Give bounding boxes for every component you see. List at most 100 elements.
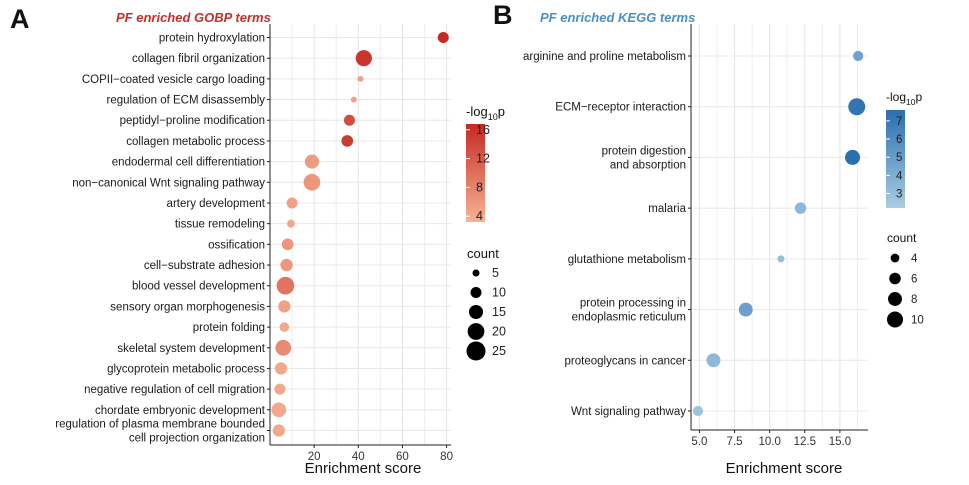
panel-a-size-legend-dot: [468, 304, 484, 320]
panel-b-x-tick-label: 12.5: [794, 436, 816, 448]
panel-b-size-legend-label: 8: [911, 294, 917, 306]
panel-a-color-legend: -log10p 16 12 8 4 count 5 10 15 20 25: [466, 104, 506, 361]
panel-b-color-legend-title: -log10p: [886, 90, 922, 107]
panel-b-size-legend-title: count: [887, 231, 917, 245]
panel-a-point: [343, 114, 355, 126]
panel-b-colorbar-label: 4: [896, 170, 903, 182]
panel-b-x-tick-label: 7.5: [727, 436, 743, 448]
panel-a-x-tick-label: 60: [396, 451, 409, 463]
panel-a-point: [355, 50, 372, 67]
panel-a-term-label: regulation of plasma membrane bounded cel…: [55, 419, 265, 445]
panel-b-colorbar-label: 7: [896, 116, 902, 128]
panel-b-size-legend-label: 10: [911, 315, 924, 327]
panel-a-point: [303, 173, 321, 191]
panel-a-term-label: artery development: [167, 198, 266, 210]
panel-a-point: [281, 238, 294, 251]
panel-b-point: [692, 405, 704, 417]
panel-b-size-legend-dot: [886, 311, 904, 328]
panel-a-letter: A: [10, 4, 30, 34]
panel-b-colorbar: [886, 110, 905, 208]
panel-a-term-label: collagen fibril organization: [132, 53, 265, 65]
panel-a-point: [287, 219, 295, 228]
panel-b-x-tick-label: 10.0: [758, 436, 780, 448]
panel-a-color-legend-title: -log10p: [466, 104, 505, 122]
panel-b-point: [794, 202, 807, 214]
panel-b-size-legend-label: 4: [911, 253, 918, 265]
panel-a-point: [274, 383, 286, 395]
panel-a-colorbar-label: 4: [476, 209, 483, 223]
panel-b-colorbar-label: 6: [896, 134, 902, 146]
panel-b-x-tick-label: 15.0: [829, 436, 851, 448]
panel-a-colorbar-label: 12: [476, 152, 490, 166]
panel-b-term-label: glutathione metabolism: [568, 254, 686, 266]
panel-b-term-label: Wnt signaling pathway: [571, 406, 686, 418]
panel-a-point: [280, 258, 293, 272]
panel-a-point: [274, 362, 288, 375]
panel-a-point: [304, 154, 319, 169]
panel-b-term-label: proteoglycans in cancer: [565, 355, 687, 367]
panel-b-xlabel: Enrichment score: [726, 460, 843, 477]
panel-a-point: [271, 402, 287, 418]
panel-b-point: [848, 98, 866, 116]
panel-a-term-label: regulation of ECM disassembly: [106, 95, 265, 107]
panel-b-point: [845, 149, 861, 165]
panel-a-size-legend-dot: [472, 269, 480, 277]
panel-a-x-tick-label: 20: [308, 451, 321, 463]
panel-a-point: [437, 31, 449, 44]
panel-b-colorbar-label: 3: [896, 188, 902, 200]
panel-b-term-label: protein digestion and absorption: [602, 145, 686, 171]
panel-a-term-label: endodermal cell differentiation: [112, 157, 265, 169]
panel-a-x-tick-label: 40: [352, 451, 365, 463]
panel-a-term-label: skeletal system development: [117, 343, 265, 355]
panel-a-x-tick-label: 80: [440, 451, 453, 463]
panel-a-term-label: collagen metabolic process: [126, 136, 265, 148]
panel-b-point: [706, 353, 721, 368]
panel-a-plot-area: [270, 24, 451, 445]
panel-b-size-legend-dot: [889, 272, 901, 285]
panel-a-term-label: peptidyl−proline modification: [120, 115, 265, 127]
panel-b-point: [853, 50, 864, 62]
panel-a-size-legend-dot: [470, 286, 482, 299]
panel-b-size-legend-dot: [890, 253, 900, 263]
panel-a-term-label: sensory organ morphogenesis: [110, 301, 265, 313]
panel-a-term-label: blood vessel development: [132, 281, 266, 293]
panel-b-color-legend: -log10p 7 6 5 4 3 count 4 6 8 10: [886, 90, 924, 328]
panel-a-title: PF enriched GOBP terms: [116, 10, 271, 25]
panel-a-point: [279, 322, 290, 332]
panel-a-point: [341, 135, 354, 147]
panel-a-term-label: non−canonical Wnt signaling pathway: [72, 177, 265, 189]
panel-a-size-legend-label: 20: [492, 325, 506, 339]
panel-b-title: PF enriched KEGG terms: [540, 10, 695, 25]
panel-a-point: [286, 197, 298, 209]
panel-a-point: [276, 276, 295, 295]
panel-a-size-legend-label: 10: [492, 286, 506, 300]
panel-a-colorbar: [466, 124, 485, 222]
panel-a-colorbar-label: 16: [476, 123, 490, 137]
panel-a-term-label: COPII−coated vesicle cargo loading: [82, 74, 265, 86]
panel-a-term-label: negative regulation of cell migration: [84, 384, 265, 396]
panel-b-term-label: protein processing in endoplasmic reticul…: [572, 298, 686, 324]
panel-a-size-legend-title: count: [467, 246, 499, 261]
panel-a-term-label: protein folding: [193, 322, 265, 334]
panel-a-term-label: chordate embryonic development: [95, 405, 266, 417]
panel-a-xlabel: Enrichment score: [305, 460, 422, 477]
panel-b-colorbar-label: 5: [896, 152, 902, 164]
panel-b-size-legend-dot: [888, 292, 902, 306]
panel-a-term-label: ossification: [208, 239, 265, 251]
panel-b-term-label: malaria: [648, 203, 686, 215]
panel-b-term-label: arginine and proline metabolism: [523, 51, 686, 63]
panel-a-point: [272, 424, 285, 437]
panel-b-x-tick-label: 5.0: [691, 436, 707, 448]
panel-a-point: [275, 339, 292, 356]
panel-a-term-label: glycoprotein metabolic process: [107, 363, 265, 375]
panel-a-point: [278, 300, 291, 313]
panel-a-size-legend-label: 5: [492, 266, 499, 280]
panel-a-size-legend-label: 15: [492, 305, 506, 319]
panel-a-size-legend-dot: [467, 323, 485, 340]
panel-a-term-label: tissue remodeling: [175, 219, 265, 231]
panel-a-size-legend-label: 25: [492, 344, 506, 358]
panel-a-term-label: cell−substrate adhesion: [144, 260, 265, 272]
panel-a-size-legend-dot: [466, 341, 486, 361]
panel-b-letter: B: [493, 0, 513, 30]
